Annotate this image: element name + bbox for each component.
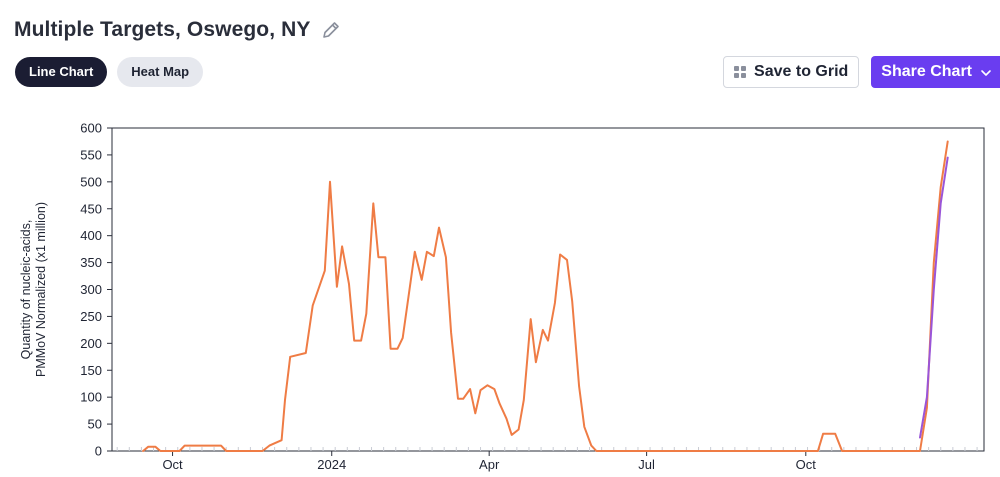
y-tick-label: 400 [80, 228, 102, 243]
y-tick-label: 600 [80, 121, 102, 136]
page-title: Multiple Targets, Oswego, NY [14, 18, 311, 41]
y-tick-label: 550 [80, 147, 102, 162]
x-tick-label: Jul [638, 457, 655, 472]
y-tick-label: 450 [80, 201, 102, 216]
share-chart-button[interactable]: Share Chart [871, 56, 1000, 88]
y-tick-label: 350 [80, 255, 102, 270]
x-tick-label: Apr [479, 457, 500, 472]
pencil-icon[interactable] [320, 19, 342, 41]
title-row: Multiple Targets, Oswego, NY [14, 18, 342, 42]
y-tick-label: 500 [80, 174, 102, 189]
chevron-down-icon [980, 66, 992, 78]
y-axis-title-line2: PMMoV Normalized (x1 million) [34, 202, 48, 377]
view-toggle: Line Chart Heat Map [15, 57, 204, 87]
tab-line-chart[interactable]: Line Chart [15, 57, 108, 87]
y-tick-label: 300 [80, 282, 102, 297]
series-line-0 [142, 140, 949, 452]
grid-icon [734, 66, 747, 78]
plot-frame [111, 127, 985, 452]
x-tick-label: Oct [796, 457, 817, 472]
x-tick-label: Oct [162, 457, 183, 472]
x-tick-label: 2024 [317, 457, 346, 472]
share-chart-label: Share Chart [881, 63, 972, 80]
tab-heat-map[interactable]: Heat Map [117, 57, 204, 87]
y-tick-label: 250 [80, 309, 102, 324]
y-axis-title-line1: Quantity of nucleic-acids, [19, 220, 33, 360]
y-tick-label: 200 [80, 336, 102, 351]
y-tick-label: 150 [80, 363, 102, 378]
y-tick-label: 0 [95, 444, 102, 459]
y-tick-label: 50 [88, 417, 102, 432]
save-to-grid-label: Save to Grid [754, 63, 849, 80]
y-tick-label: 100 [80, 390, 102, 405]
chart-actions: Save to Grid Share Chart [723, 56, 1000, 88]
series-line-1 [919, 156, 949, 439]
save-to-grid-button[interactable]: Save to Grid [723, 56, 860, 88]
